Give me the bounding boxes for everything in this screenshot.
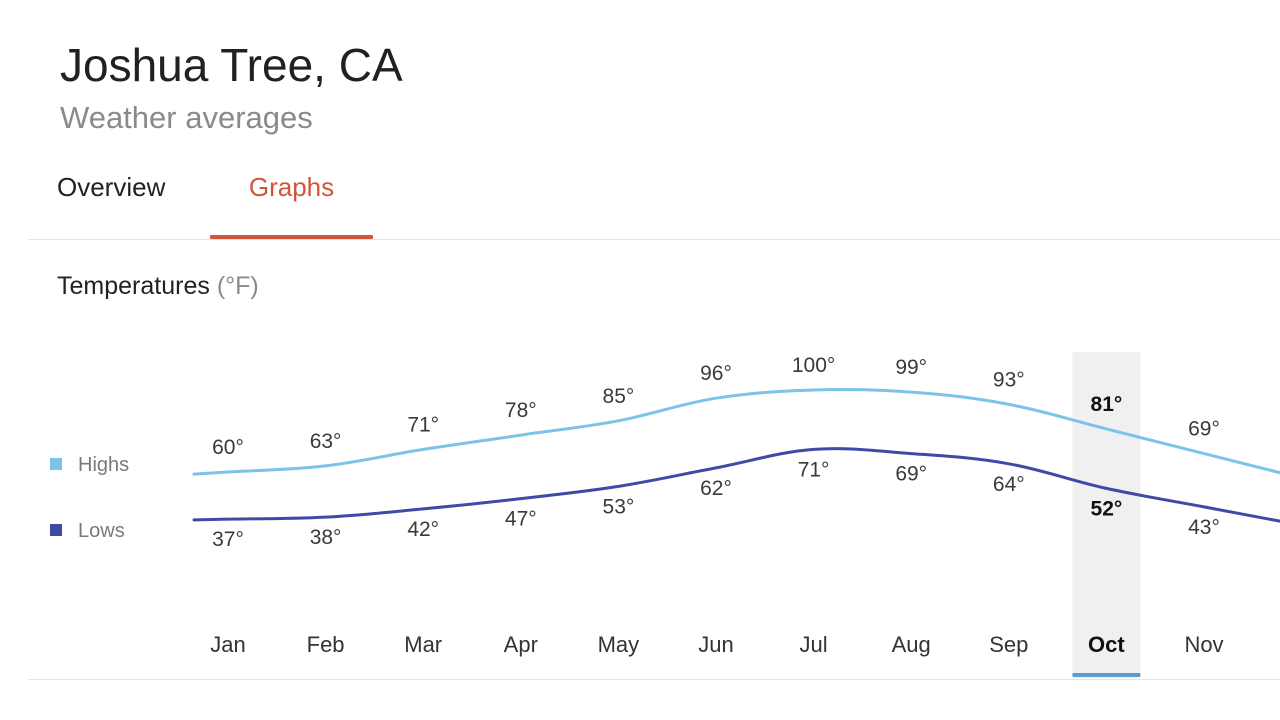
legend-item-highs: Highs: [50, 454, 129, 477]
month-label[interactable]: Jan: [210, 632, 245, 657]
active-tab-indicator: [210, 235, 373, 239]
month-label[interactable]: Apr: [504, 632, 538, 657]
highs-value-label: 78°: [505, 399, 537, 422]
month-label[interactable]: Jun: [698, 632, 733, 657]
series-line-lows: [192, 447, 1280, 523]
month-label[interactable]: Nov: [1184, 632, 1223, 657]
series-line-highs: [192, 387, 1280, 476]
lows-value-label: 53°: [603, 495, 635, 518]
lows-value-label: 64°: [993, 473, 1025, 496]
selected-month-band: [1072, 352, 1141, 678]
bottom-divider: [28, 679, 1280, 680]
location-title: Joshua Tree, CA: [60, 39, 403, 91]
month-label[interactable]: Oct: [1088, 632, 1125, 657]
selected-month-indicator: [1072, 673, 1141, 677]
lows-value-label: 42°: [407, 518, 439, 541]
lows-value-label: 71°: [798, 458, 830, 481]
lows-value-label: 47°: [505, 508, 537, 531]
legend-label-lows: Lows: [78, 520, 125, 542]
tab-overview[interactable]: Overview: [57, 172, 166, 202]
highs-value-label: 85°: [603, 385, 635, 408]
highs-value-label: 71°: [407, 413, 439, 436]
chart-unit-text: (°F): [216, 272, 259, 300]
highs-value-label: 100°: [792, 354, 835, 377]
month-label[interactable]: Aug: [892, 632, 931, 657]
page-subtitle: Weather averages: [60, 100, 313, 135]
month-label[interactable]: Feb: [307, 632, 345, 657]
highs-swatch: [50, 457, 62, 470]
month-label[interactable]: Mar: [404, 632, 442, 657]
highs-value-label: 63°: [310, 430, 342, 453]
highs-value-label: 96°: [700, 362, 732, 385]
chart-section-title: Temperatures (°F): [57, 272, 259, 301]
lows-value-label: 38°: [310, 526, 342, 549]
highs-value-label: 81°: [1091, 393, 1123, 416]
month-label[interactable]: Sep: [989, 632, 1028, 657]
header-divider: [28, 239, 1280, 240]
month-label[interactable]: Jul: [800, 632, 828, 657]
legend-item-lows: Lows: [50, 520, 125, 543]
lows-swatch: [50, 523, 62, 536]
legend-label-highs: Highs: [78, 454, 130, 476]
highs-value-label: 60°: [212, 436, 244, 459]
highs-value-label: 69°: [1188, 418, 1220, 441]
chart-title-text: Temperatures: [57, 272, 210, 300]
lows-value-label: 52°: [1091, 497, 1123, 520]
lows-value-label: 69°: [895, 463, 927, 486]
highs-value-label: 99°: [895, 356, 927, 379]
highs-value-label: 93°: [993, 368, 1025, 391]
lows-value-label: 43°: [1188, 516, 1220, 539]
lows-value-label: 62°: [700, 477, 732, 500]
month-label[interactable]: May: [598, 632, 640, 657]
lows-value-label: 37°: [212, 528, 244, 551]
tab-graphs[interactable]: Graphs: [248, 172, 335, 202]
